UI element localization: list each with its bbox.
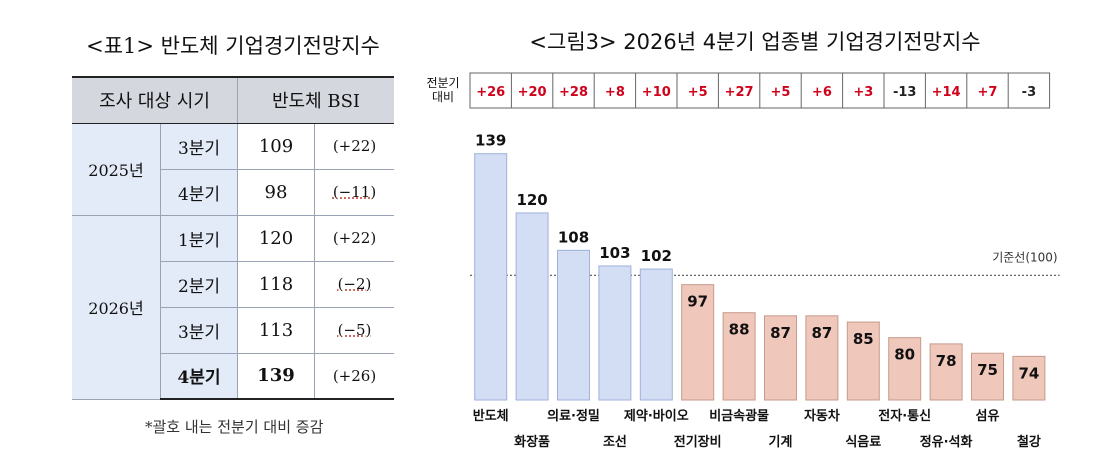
data-label: 102 <box>641 247 672 265</box>
header-period: 조사 대상 시기 <box>72 76 238 124</box>
bar <box>557 249 590 401</box>
value-cell: 139 <box>237 352 315 400</box>
change-cell: (−5) <box>314 306 394 354</box>
data-label: 103 <box>599 244 630 262</box>
category-label: 식음료 <box>845 434 881 450</box>
data-label: 97 <box>687 293 708 311</box>
bar <box>888 337 922 401</box>
data-label: 75 <box>977 361 998 379</box>
reference-line-label: 기준선(100) <box>992 250 1057 264</box>
bar <box>474 153 508 401</box>
category-label: 전기장비 <box>674 434 722 450</box>
category-label: 전자·통신 <box>878 408 931 424</box>
change-cell: (+26) <box>314 352 394 400</box>
bar <box>764 315 797 401</box>
data-label: 87 <box>811 324 832 342</box>
category-label: 반도체 <box>473 408 509 424</box>
quarter-cell: 4분기 <box>160 168 238 216</box>
change-value: +7 <box>978 85 998 100</box>
category-label: 정유·석화 <box>920 434 973 450</box>
data-label: 88 <box>729 321 750 339</box>
change-value: +20 <box>518 85 547 100</box>
change-text: (+26) <box>332 366 377 385</box>
change-value: +5 <box>771 85 791 100</box>
data-label: 74 <box>1018 364 1039 382</box>
category-label: 화장품 <box>514 434 550 450</box>
table-title: <표1> 반도체 기업경기전망지수 <box>86 34 380 58</box>
table-row: 2026년 1분기 120 (+22) <box>72 214 394 400</box>
change-value: +28 <box>559 85 588 100</box>
data-label: 85 <box>853 330 874 348</box>
bar <box>971 352 1004 401</box>
change-value: +27 <box>725 85 754 100</box>
change-value: +14 <box>932 85 961 100</box>
change-text: (+22) <box>332 137 377 155</box>
change-text: (+22) <box>332 229 377 247</box>
change-cell: (−2) <box>314 260 394 308</box>
table-row: 4분기 139 (+26) <box>72 352 394 400</box>
category-label: 섬유 <box>976 409 1000 424</box>
change-value: +26 <box>476 85 505 100</box>
category-label: 제약·바이오 <box>624 408 689 424</box>
bar <box>929 343 963 401</box>
data-label: 120 <box>516 191 547 209</box>
change-text: (−2) <box>337 275 372 293</box>
bsi-table: 조사 대상 시기 반도체 BSI 2025년 3분기 109 (+22) 4분기… <box>72 76 394 400</box>
value-cell: 98 <box>237 168 315 216</box>
change-cell: (+22) <box>314 214 394 262</box>
table-row: 4분기 98 (−11) <box>72 168 394 216</box>
header-bsi: 반도체 BSI <box>237 76 394 124</box>
table-note: *괄호 내는 전분기 대비 증감 <box>145 418 324 436</box>
bar <box>515 212 549 401</box>
bar <box>846 321 880 401</box>
bar <box>722 312 756 401</box>
change-text: (−11) <box>332 183 377 201</box>
quarter-cell: 3분기 <box>160 122 238 170</box>
bar <box>681 284 715 401</box>
bar <box>598 265 632 401</box>
chart-title: <그림3> 2026년 4분기 업종별 기업경기전망지수 <box>529 30 981 54</box>
data-label: 139 <box>475 132 506 150</box>
year-cell: 2026년 <box>72 214 161 400</box>
change-row-label: 전분기 대비 <box>426 76 459 104</box>
data-label: 108 <box>558 228 589 246</box>
change-value: +8 <box>605 85 625 100</box>
data-label: 80 <box>894 346 915 364</box>
quarter-cell: 1분기 <box>160 214 238 262</box>
category-label: 조선 <box>603 434 627 450</box>
change-cell: (+22) <box>314 122 394 170</box>
category-label: 비금속광물 <box>709 409 769 424</box>
category-label: 철강 <box>1017 434 1041 450</box>
change-value: -3 <box>1022 85 1036 100</box>
bar <box>1012 355 1046 401</box>
bar <box>805 315 839 401</box>
category-label: 의료·정밀 <box>547 408 600 424</box>
data-label: 87 <box>770 324 791 342</box>
change-value: -13 <box>893 85 917 100</box>
change-value: +3 <box>853 85 873 100</box>
change-value: +10 <box>642 85 671 100</box>
bar <box>639 268 673 401</box>
change-value: +5 <box>688 85 708 100</box>
category-label: 자동차 <box>804 408 840 424</box>
change-value: +6 <box>812 85 832 100</box>
value-cell: 120 <box>237 214 315 262</box>
table-header-row: 조사 대상 시기 반도체 BSI <box>72 76 394 124</box>
data-label: 78 <box>936 352 957 370</box>
category-label: 기계 <box>769 435 793 450</box>
change-text: (−5) <box>337 321 372 339</box>
year-cell: 2025년 <box>72 122 161 216</box>
